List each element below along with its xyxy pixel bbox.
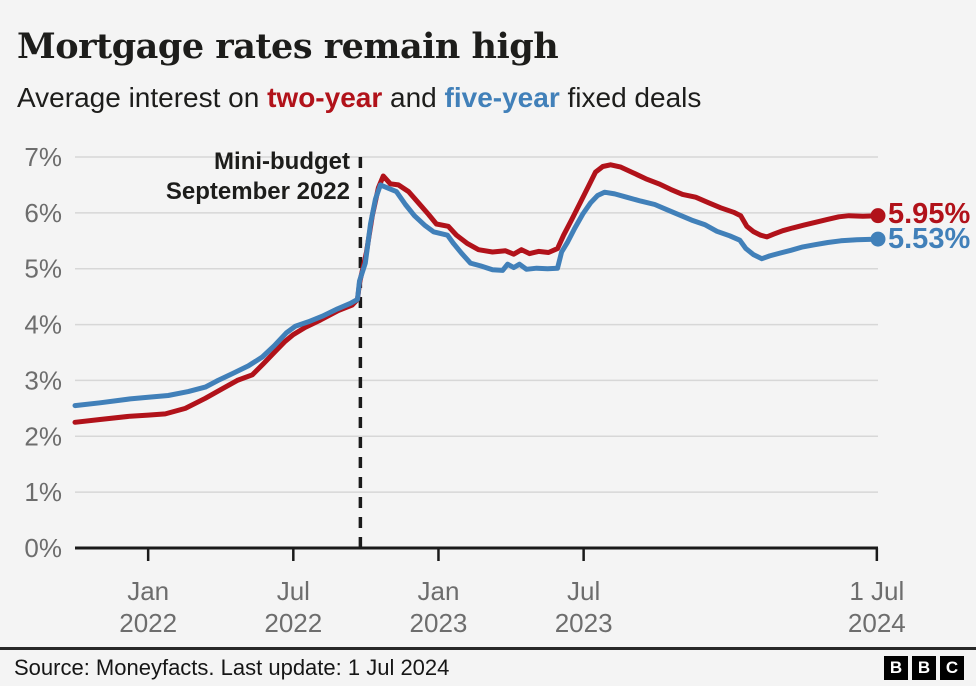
chart-subtitle: Average interest on two-year and five-ye…	[17, 82, 701, 114]
annotation-line-2: September 2022	[165, 178, 350, 205]
source-text: Source: Moneyfacts. Last update: 1 Jul 2…	[14, 655, 450, 680]
subtitle-prefix: Average interest on	[17, 82, 268, 113]
x-tick-label: Jul	[567, 576, 600, 606]
bbc-logo-block-b2: B	[912, 656, 936, 680]
y-tick-label: 6%	[24, 198, 62, 228]
x-tick-label: 2024	[848, 608, 906, 638]
x-tick-label: Jan	[418, 576, 460, 606]
y-tick-label: 1%	[24, 477, 62, 507]
series-line-five-year	[72, 182, 881, 409]
subtitle-two-year: two-year	[267, 82, 383, 113]
y-tick-label: 3%	[24, 365, 62, 395]
bbc-logo-block-c: C	[940, 656, 964, 680]
bbc-logo: B B C	[884, 656, 964, 680]
x-tick-label: 2023	[410, 608, 468, 638]
series-end-dot-two-year	[870, 208, 886, 224]
series-end-dot-five-year	[870, 231, 886, 247]
y-tick-label: 4%	[24, 310, 62, 340]
x-tick-label: 2023	[555, 608, 613, 638]
five-year-end-value: 5.53%	[888, 223, 971, 255]
page-title: Mortgage rates remain high	[17, 26, 559, 67]
x-tick-label: 2022	[264, 608, 322, 638]
x-tick-label: Jan	[127, 576, 169, 606]
y-tick-label: 2%	[24, 421, 62, 451]
series-line-two-year	[72, 162, 881, 425]
y-tick-label: 0%	[24, 533, 62, 563]
mini-budget-annotation: Mini-budget September 2022	[78, 147, 350, 207]
footer: Source: Moneyfacts. Last update: 1 Jul 2…	[0, 647, 976, 686]
annotation-line-1: Mini-budget	[214, 148, 350, 175]
subtitle-suffix: fixed deals	[559, 82, 702, 113]
x-tick-label: 1 Jul	[849, 576, 904, 606]
bbc-logo-block-b1: B	[884, 656, 908, 680]
x-tick-label: Jul	[277, 576, 310, 606]
y-tick-label: 5%	[24, 254, 62, 284]
subtitle-mid: and	[382, 82, 445, 113]
two-year-end-value: 5.95%	[888, 198, 971, 230]
subtitle-five-year: five-year	[444, 82, 560, 113]
x-tick-label: 2022	[119, 608, 177, 638]
y-tick-label: 7%	[24, 142, 62, 172]
